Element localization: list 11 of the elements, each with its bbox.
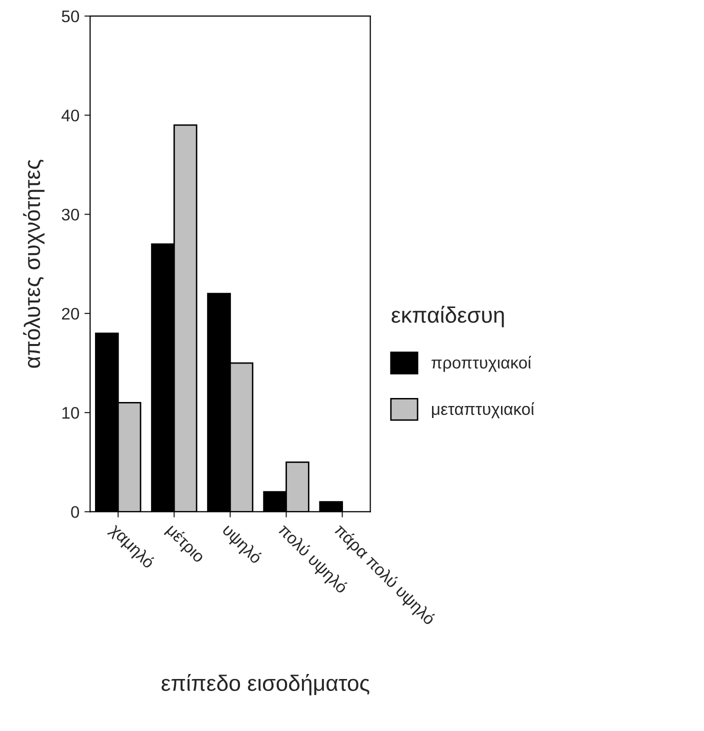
legend-title: εκπαίδεσυη xyxy=(392,306,504,328)
y-tick-label: 0 xyxy=(71,506,80,518)
y-tick-label: 40 xyxy=(62,110,80,122)
legend-label: μεταπτυχιακοί xyxy=(432,402,534,418)
y-tick-label: 50 xyxy=(62,10,80,22)
y-tick-label: 20 xyxy=(62,308,80,320)
y-tick-label: 10 xyxy=(62,406,80,419)
legend-label: προπτυχιακοί xyxy=(432,356,532,372)
x-axis-title: επίπεδο εισοδήματος xyxy=(162,674,370,696)
y-axis-title: απόλυτες συχνότητες xyxy=(23,160,44,368)
y-tick-label: 30 xyxy=(62,208,80,221)
